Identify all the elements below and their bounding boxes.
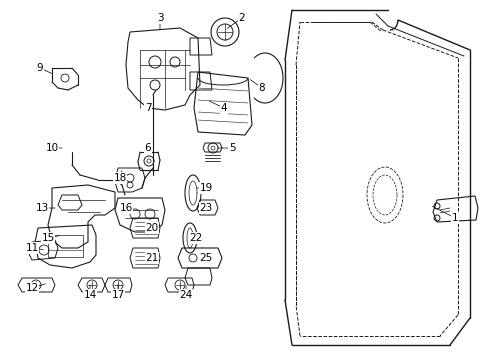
Text: 4: 4 (220, 103, 227, 113)
Text: 5: 5 (228, 143, 235, 153)
Text: 18: 18 (113, 173, 126, 183)
Text: 10: 10 (45, 143, 59, 153)
Text: 11: 11 (25, 243, 39, 253)
Text: 17: 17 (111, 290, 124, 300)
Text: 19: 19 (199, 183, 212, 193)
Text: 9: 9 (37, 63, 43, 73)
Text: 13: 13 (35, 203, 48, 213)
Bar (48, 235, 83, 257)
Text: 3: 3 (156, 13, 163, 23)
Polygon shape (432, 196, 477, 222)
Text: 20: 20 (145, 223, 158, 233)
Text: 12: 12 (25, 283, 39, 293)
Text: 15: 15 (41, 233, 55, 243)
Text: 16: 16 (119, 203, 132, 213)
Text: 6: 6 (144, 143, 151, 153)
Text: 25: 25 (199, 253, 212, 263)
Text: 1: 1 (451, 213, 457, 223)
Text: 21: 21 (145, 253, 158, 263)
Text: 24: 24 (179, 290, 192, 300)
Text: 2: 2 (238, 13, 245, 23)
Text: 14: 14 (83, 290, 97, 300)
Text: 22: 22 (189, 233, 202, 243)
Text: 8: 8 (258, 83, 265, 93)
Text: 7: 7 (144, 103, 151, 113)
Text: 23: 23 (199, 203, 212, 213)
